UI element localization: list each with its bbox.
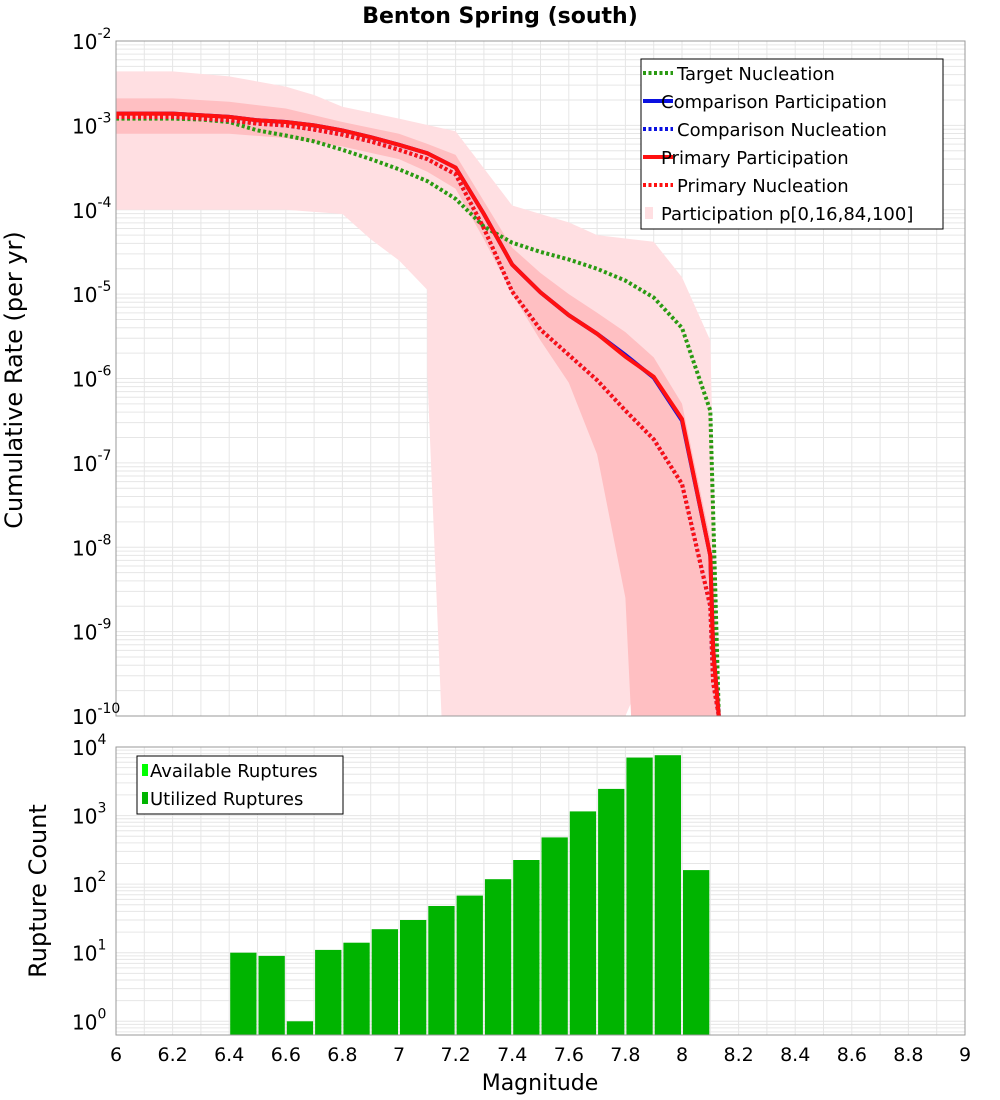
x-tick-label: 8.6 <box>837 1044 867 1066</box>
bar <box>230 952 257 1035</box>
rate-y-tick-label: 10-8 <box>72 532 111 560</box>
legend-label: Available Ruptures <box>150 761 318 782</box>
rate-y-ticks: 10-2 10-3 10-4 10-5 10-6 10-7 10-8 10-9 10-10 <box>72 26 120 729</box>
bar <box>484 879 512 1035</box>
rate-y-tick-label: 10-6 <box>72 364 112 392</box>
count-y-tick-label: 104 <box>72 732 106 760</box>
x-tick-label: 9 <box>959 1044 971 1066</box>
rate-y-tick-label: 10-10 <box>72 701 120 729</box>
bar <box>626 757 653 1035</box>
x-ticks: 6 6.2 6.4 6.6 6.8 7 7.2 7.4 7.6 7.8 8 8.2 8.4 8.6 8.8 9 <box>110 1044 971 1066</box>
rate-plot: 10-2 10-3 10-4 10-5 10-6 10-7 10-8 10-9 10-10 Cu… <box>0 26 966 729</box>
bar <box>371 929 398 1035</box>
legend-label: Target Nucleation <box>676 64 835 85</box>
bar <box>343 942 370 1035</box>
legend-swatch <box>142 764 148 776</box>
x-tick-label: 7.6 <box>554 1044 584 1066</box>
bar <box>286 1021 314 1035</box>
band-p16-p84 <box>116 98 719 716</box>
count-y-ticks: 100 101 102 103 104 <box>72 732 106 1034</box>
rate-bands <box>116 71 719 716</box>
rate-y-axis-label: Cumulative Rate (per yr) <box>0 231 28 529</box>
bar <box>456 895 483 1035</box>
legend-swatch <box>645 207 653 219</box>
count-y-tick-label: 101 <box>72 938 106 966</box>
rate-plot-frame <box>115 40 966 717</box>
bar <box>569 811 597 1035</box>
count-legend-box <box>136 755 344 815</box>
legend-label: Participation p[0,16,84,100] <box>661 204 913 225</box>
bar <box>513 860 540 1035</box>
x-tick-label: 8.8 <box>893 1044 923 1066</box>
x-tick-label: 7.4 <box>497 1044 527 1066</box>
bar <box>428 906 455 1035</box>
rate-y-tick-label: 10-9 <box>72 617 111 645</box>
count-y-tick-label: 103 <box>72 801 106 829</box>
count-y-tick-label: 102 <box>72 869 106 897</box>
legend-label: Primary Participation <box>661 148 849 169</box>
legend-label: Utilized Ruptures <box>150 789 303 810</box>
rate-y-tick-label: 10-5 <box>72 279 111 307</box>
count-bars <box>230 755 710 1035</box>
x-tick-label: 6.2 <box>157 1044 187 1066</box>
series-line-primary-participation <box>116 111 721 716</box>
x-tick-label: 6.4 <box>214 1044 244 1066</box>
legend-label: Comparison Participation <box>661 92 887 113</box>
chart-title: Benton Spring (south) <box>362 4 638 29</box>
x-tick-label: 7.8 <box>610 1044 640 1066</box>
rate-y-tick-label: 10-3 <box>72 110 111 138</box>
rate-legend-box <box>640 58 944 230</box>
rate-lines <box>116 111 721 716</box>
rate-y-tick-label: 10-7 <box>72 448 111 476</box>
rate-y-tick-label: 10-4 <box>72 195 112 223</box>
count-y-tick-label: 100 <box>72 1006 106 1034</box>
x-tick-label: 6.6 <box>271 1044 301 1066</box>
x-tick-label: 8 <box>676 1044 688 1066</box>
band-p0-p100 <box>116 71 719 716</box>
bar <box>541 837 568 1035</box>
count-plot-frame <box>115 746 966 1036</box>
rate-y-tick-label: 10-2 <box>72 26 111 54</box>
rate-legend: Target Nucleation Comparison Participatio… <box>640 58 944 230</box>
series-line-target-nucleation <box>116 116 721 716</box>
count-y-axis-label: Rupture Count <box>24 804 52 978</box>
count-legend: Available Ruptures Utilized Ruptures <box>136 755 344 815</box>
x-tick-label: 6 <box>110 1044 122 1066</box>
bar <box>258 955 285 1035</box>
legend-swatch <box>142 792 148 804</box>
bar <box>654 755 681 1035</box>
x-tick-label: 6.8 <box>327 1044 357 1066</box>
x-tick-label: 8.2 <box>723 1044 753 1066</box>
x-tick-label: 7 <box>393 1044 405 1066</box>
bar <box>683 870 710 1035</box>
count-plot: 100 101 102 103 104 6 6.2 6.4 6.6 6.8 7 7.2 7.4 7.6 7… <box>24 732 971 1096</box>
bar <box>400 920 427 1035</box>
series-line-primary-nucleation <box>116 114 721 716</box>
bar <box>598 788 625 1035</box>
x-tick-label: 8.4 <box>780 1044 810 1066</box>
bar <box>315 949 342 1035</box>
x-tick-label: 7.2 <box>440 1044 470 1066</box>
x-axis-label: Magnitude <box>482 1071 599 1096</box>
legend-label: Comparison Nucleation <box>677 120 887 141</box>
legend-label: Primary Nucleation <box>677 176 849 197</box>
